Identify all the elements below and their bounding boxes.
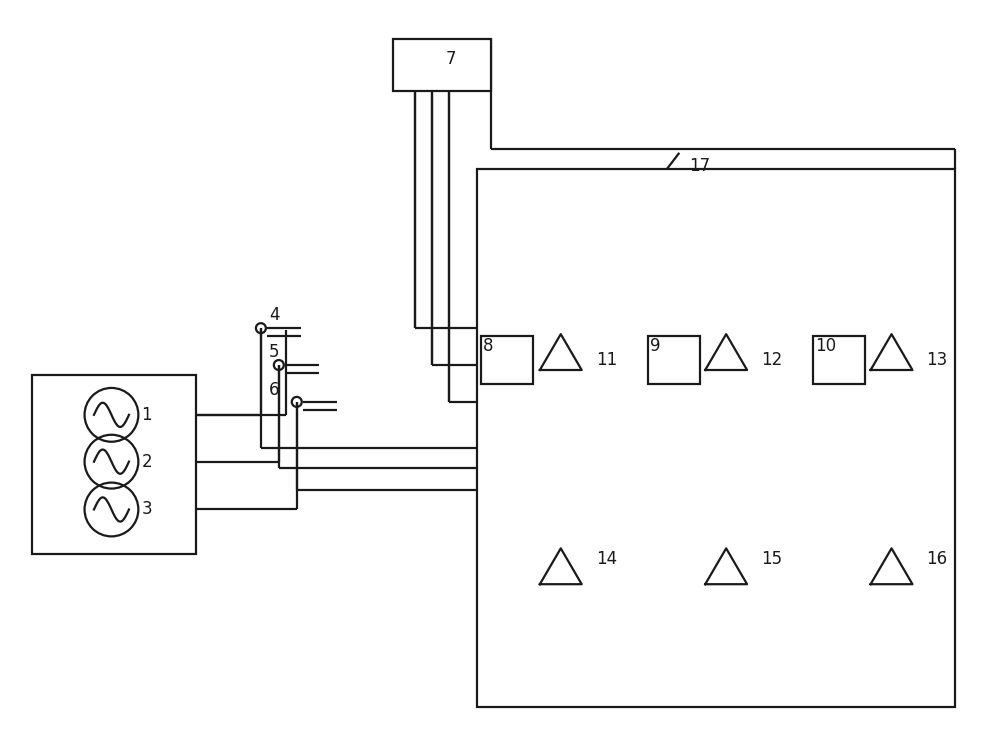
Text: 13: 13 (926, 351, 948, 369)
Polygon shape (871, 548, 912, 584)
Polygon shape (871, 334, 912, 370)
Text: 4: 4 (269, 307, 279, 324)
Text: 1: 1 (141, 405, 152, 424)
Text: 15: 15 (761, 551, 782, 568)
Bar (648, 336, 700, 384)
Text: 9: 9 (650, 337, 661, 355)
Text: 8: 8 (483, 337, 494, 355)
Polygon shape (705, 548, 747, 584)
Text: 14: 14 (596, 551, 617, 568)
Bar (813, 336, 865, 384)
Text: 11: 11 (596, 351, 617, 369)
Text: 2: 2 (141, 452, 152, 471)
Bar (481, 336, 533, 384)
Polygon shape (705, 334, 747, 370)
Text: 10: 10 (815, 337, 836, 355)
Bar (477, 169, 955, 707)
Text: 6: 6 (269, 381, 279, 399)
Polygon shape (540, 334, 582, 370)
Text: 3: 3 (141, 501, 152, 519)
Text: 17: 17 (689, 157, 710, 175)
Text: 5: 5 (269, 343, 279, 361)
Text: 7: 7 (445, 50, 456, 68)
Text: 12: 12 (761, 351, 782, 369)
Bar (393, 39, 491, 91)
Bar (32, 375, 196, 554)
Polygon shape (540, 548, 582, 584)
Text: 16: 16 (926, 551, 948, 568)
